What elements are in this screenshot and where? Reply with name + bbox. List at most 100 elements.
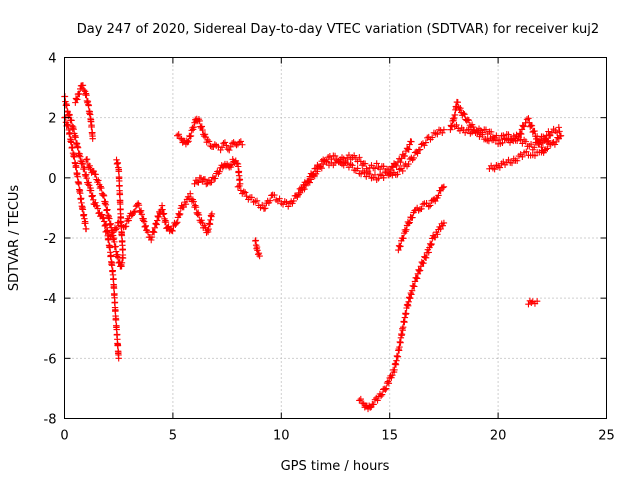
data-marks	[61, 82, 565, 413]
axis-ticks: 0 5 10 15 20 25 -8 -6 -4 -2 0 2 4	[44, 52, 615, 444]
data-point	[190, 123, 198, 131]
data-point	[184, 139, 191, 146]
series-sat-b	[61, 114, 90, 233]
data-point	[83, 156, 91, 163]
data-point	[531, 152, 539, 159]
data-point	[383, 385, 390, 392]
data-point	[437, 187, 444, 195]
data-point	[350, 152, 358, 159]
data-point	[410, 154, 418, 162]
y-tick-label: -8	[44, 413, 57, 428]
data-point	[344, 159, 351, 167]
data-point	[113, 156, 120, 163]
data-point	[519, 140, 526, 147]
data-point	[79, 82, 87, 89]
data-point	[68, 139, 75, 146]
data-point	[89, 135, 96, 142]
data-point	[254, 247, 261, 254]
data-point	[413, 274, 420, 281]
data-point	[395, 246, 402, 254]
data-point	[373, 160, 380, 167]
data-point	[254, 251, 262, 258]
data-point	[256, 252, 263, 260]
data-point	[387, 167, 394, 175]
data-point	[86, 162, 93, 170]
data-point	[357, 395, 364, 403]
data-point	[112, 226, 120, 233]
data-point	[487, 128, 495, 136]
data-point	[555, 124, 563, 131]
data-point	[403, 226, 410, 233]
data-point	[425, 203, 432, 210]
data-point	[150, 228, 157, 235]
data-point	[66, 111, 73, 119]
data-point	[169, 227, 176, 235]
series-sat-j	[295, 138, 415, 197]
data-point	[207, 142, 214, 150]
data-point	[525, 115, 532, 122]
data-point	[391, 366, 398, 374]
data-point	[100, 192, 108, 200]
y-tick-label: -6	[44, 352, 57, 367]
data-point	[99, 215, 106, 222]
data-point	[218, 144, 226, 151]
data-point	[370, 401, 377, 408]
series-sat-o	[486, 134, 563, 173]
y-axis-label: SDTVAR / TECUs	[7, 185, 22, 292]
data-point	[517, 130, 524, 137]
data-point	[414, 150, 421, 157]
data-point	[408, 291, 415, 298]
data-point	[138, 211, 146, 218]
data-point	[363, 173, 370, 180]
data-point	[366, 170, 373, 178]
data-point	[356, 154, 363, 161]
data-point	[68, 117, 75, 124]
data-point	[405, 146, 412, 153]
data-point	[312, 165, 320, 172]
data-point	[523, 116, 531, 123]
data-point	[398, 331, 406, 338]
data-point	[508, 159, 516, 167]
data-point	[93, 202, 101, 209]
data-point	[395, 242, 403, 249]
data-point	[419, 200, 427, 208]
series-sat-n	[451, 121, 565, 153]
data-point	[187, 133, 194, 140]
data-point	[533, 297, 541, 305]
data-point	[201, 131, 209, 138]
data-point	[191, 119, 198, 126]
data-point	[174, 219, 181, 226]
data-point	[106, 215, 113, 222]
data-point	[74, 96, 81, 103]
data-point	[122, 223, 130, 230]
series-sat-p	[525, 297, 541, 308]
data-point	[194, 211, 201, 218]
data-point	[176, 210, 184, 218]
y-tick-label: -2	[44, 232, 57, 247]
data-point	[253, 197, 261, 205]
data-point	[190, 198, 197, 205]
data-point	[76, 90, 83, 98]
data-point	[361, 160, 369, 167]
data-point	[198, 217, 205, 224]
data-point	[72, 95, 80, 102]
data-point	[299, 186, 306, 194]
data-point	[426, 202, 434, 209]
data-point	[162, 219, 170, 226]
data-point	[399, 167, 406, 175]
data-point	[513, 157, 521, 164]
data-point	[505, 131, 512, 138]
data-point	[414, 270, 422, 278]
data-point	[240, 188, 247, 195]
data-point	[523, 148, 530, 155]
data-point	[176, 211, 183, 219]
data-point	[545, 128, 552, 135]
series-sat-h	[252, 237, 263, 260]
data-point	[409, 214, 416, 221]
data-point	[185, 138, 192, 145]
data-point	[541, 135, 549, 142]
data-point	[64, 122, 72, 129]
data-point	[366, 404, 374, 411]
data-point	[427, 241, 435, 249]
